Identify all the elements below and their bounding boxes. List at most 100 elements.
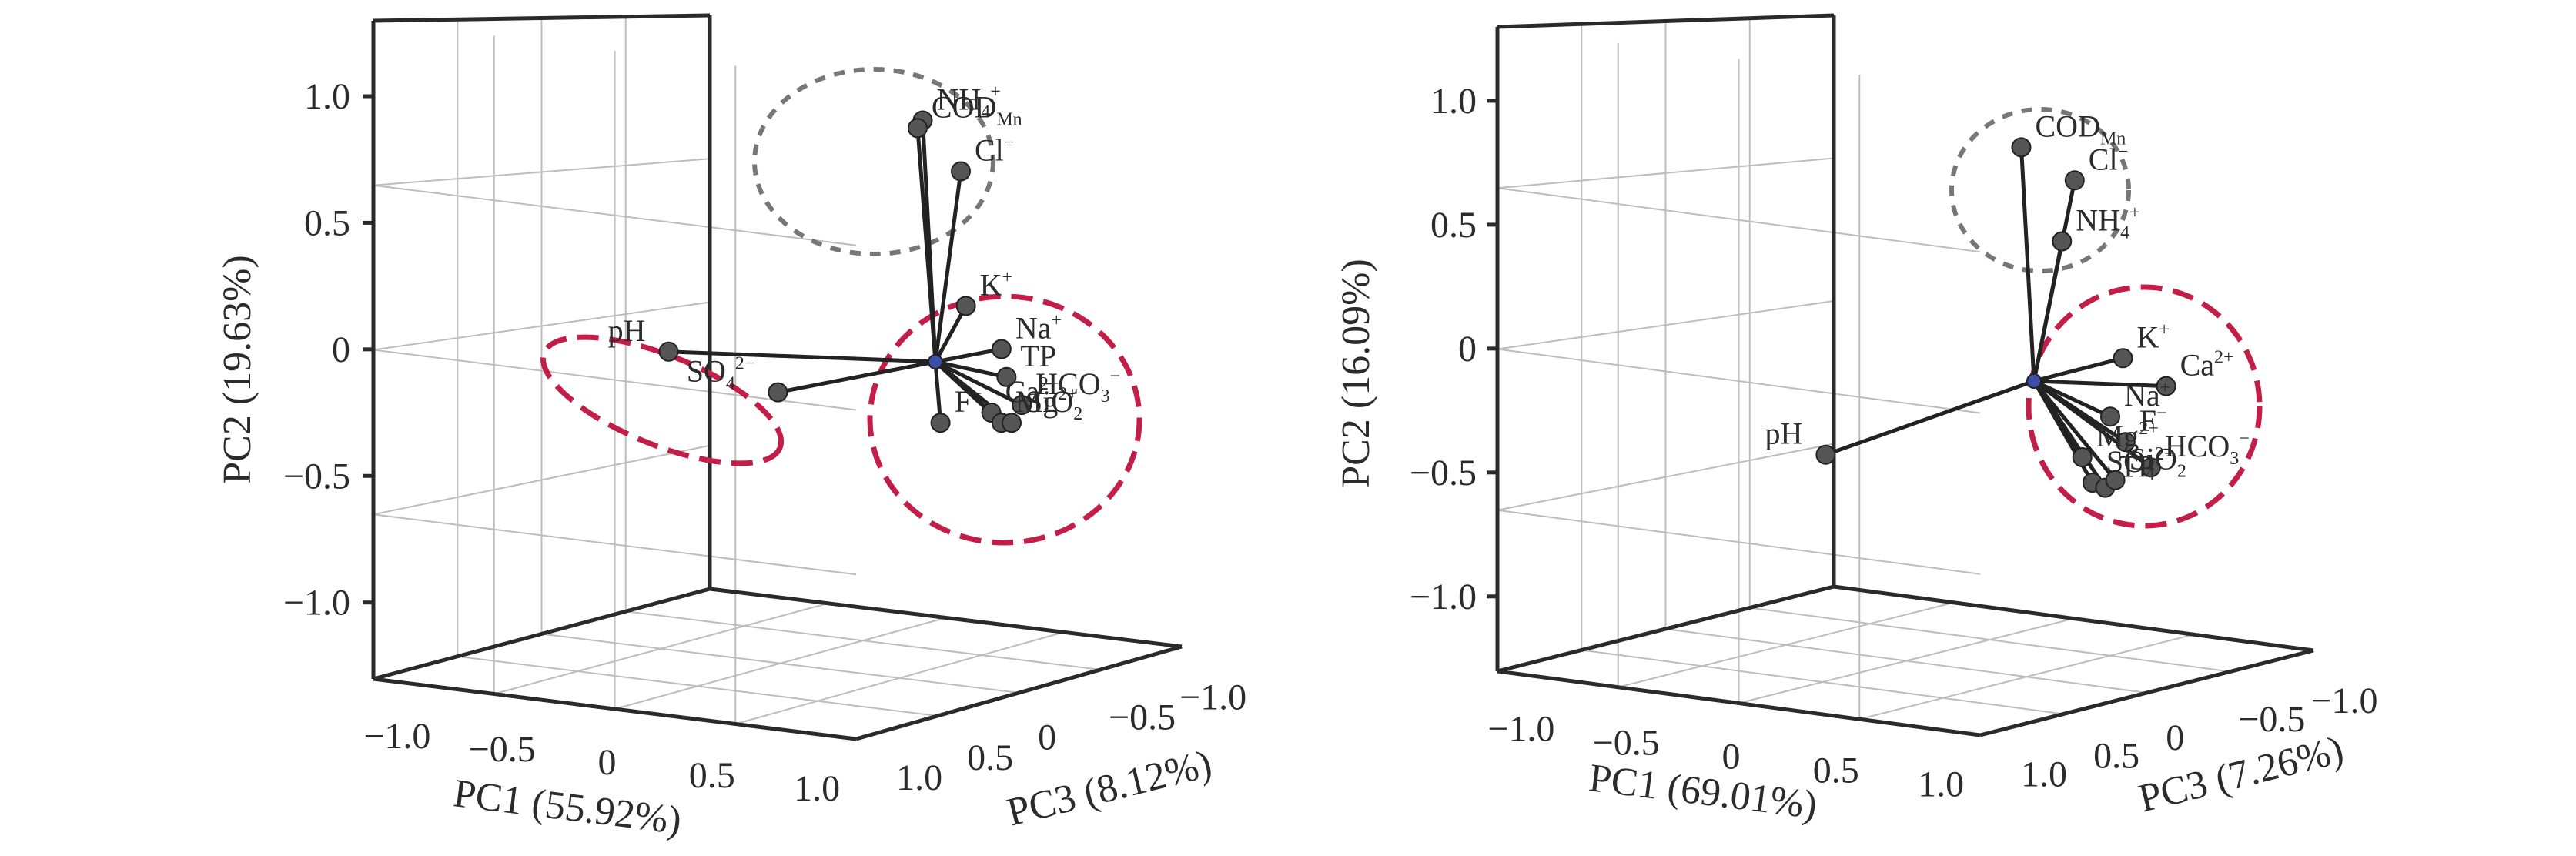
origin-point <box>2026 373 2042 389</box>
loading-point <box>2072 447 2093 467</box>
variable-label: NH4+ <box>937 82 1001 122</box>
loading-point <box>658 341 679 362</box>
variable-label: pH <box>1765 416 1803 451</box>
z-tick-label: 0.5 <box>2093 736 2139 777</box>
variable-label: CODMn <box>932 89 1022 129</box>
variable-label: F− <box>955 384 982 419</box>
axis-box-edge <box>1833 584 2314 653</box>
biplot-panel-left: −1.0−0.500.51.0−1.0 −0.5 0 0.5 1.0 1.0 0.5 0 −0.… <box>216 13 1246 843</box>
x-tick-label: 0 <box>598 742 617 783</box>
axis-box-edge <box>373 677 857 741</box>
loading-point <box>2100 406 2120 427</box>
loading-vector <box>2032 379 2153 470</box>
variable-label: SO42− <box>687 354 755 394</box>
z-axis-label: PC3 (8.12%) <box>1002 741 1216 834</box>
y-axis-label: PC2 (19.63%) <box>216 255 259 484</box>
loading-point <box>2011 137 2032 158</box>
axis-box-edge <box>373 587 711 681</box>
grid-line <box>1665 628 2147 694</box>
z-tick-label: 1.0 <box>2021 754 2067 795</box>
loading-point <box>907 118 928 139</box>
y-tick-label: 0.5 <box>1430 205 1477 246</box>
loading-point <box>2140 457 2161 478</box>
loading-point <box>951 161 971 182</box>
axis-box-edge <box>1497 669 1981 737</box>
loading-vector <box>777 359 936 395</box>
loading-vector <box>934 359 1023 407</box>
loading-vector <box>2032 379 2112 419</box>
loading-vector <box>668 349 936 364</box>
grid-line <box>373 158 711 186</box>
grid-line <box>373 184 857 246</box>
x-tick-label: −1.0 <box>1487 708 1554 749</box>
origin-point <box>928 354 943 369</box>
z-tick-label: 0 <box>1038 717 1056 758</box>
y-tick-label: −1.0 <box>283 583 350 624</box>
z-tick-label: 0.5 <box>967 737 1013 778</box>
loading-point <box>2064 170 2085 191</box>
loading-point <box>996 366 1017 387</box>
y-tick-label: −1.0 <box>1410 577 1477 617</box>
grid-line <box>1859 634 2194 721</box>
y-axis-label: PC2 (16.09%) <box>1334 259 1378 488</box>
loading-vector <box>2033 379 2166 389</box>
axis-box-edge <box>709 587 1183 649</box>
variable-label: Mg2+ <box>1015 384 1078 419</box>
variable-label: Na+ <box>1015 311 1062 346</box>
group-ellipse <box>867 293 1142 546</box>
loading-vector <box>915 128 938 363</box>
loading-point <box>2052 231 2073 252</box>
variable-label: SiO2 <box>1025 384 1082 424</box>
loading-point <box>768 382 788 403</box>
z-tick-label: −0.5 <box>2238 699 2305 740</box>
loading-vector <box>935 359 1007 380</box>
variable-label: K+ <box>2137 319 2170 354</box>
variable-label: CODMn <box>2036 109 2126 149</box>
y-tick-label: 0 <box>1458 329 1477 369</box>
loading-point <box>1002 413 1022 433</box>
y-tick-label: −0.5 <box>1410 453 1477 493</box>
grid-line <box>541 633 1019 694</box>
loading-point <box>955 296 976 316</box>
group-ellipse <box>540 334 785 466</box>
axis-box-edge <box>373 13 711 23</box>
loading-vector <box>2032 241 2064 382</box>
loading-vector <box>2032 380 2107 489</box>
loading-point <box>991 339 1012 359</box>
x-tick-label: 1.0 <box>794 768 840 809</box>
loading-vector <box>935 347 1002 364</box>
loading-point <box>2156 376 2176 396</box>
axis-box-edge <box>1979 648 2314 737</box>
loading-point <box>930 413 951 433</box>
loading-point <box>1815 444 1836 465</box>
y-tick-label: 1.0 <box>1430 81 1477 122</box>
grid-line <box>1497 157 1835 189</box>
y-tick-label: −0.5 <box>283 456 350 497</box>
group-ellipse <box>2026 284 2263 529</box>
loading-vector <box>1825 379 2035 457</box>
x-tick-label: −0.5 <box>469 729 536 770</box>
loading-vector <box>933 305 968 363</box>
variable-label: F− <box>2139 403 2167 438</box>
x-axis-label: PC1 (69.01%) <box>1587 756 1819 828</box>
variable-label: pH <box>608 313 646 348</box>
grid-line <box>1497 187 1981 253</box>
variable-label: Cl− <box>975 133 1014 168</box>
loading-point <box>2115 432 2136 453</box>
grid-line <box>1749 607 2230 673</box>
loading-vector <box>2033 356 2124 383</box>
group-ellipse <box>1949 107 2131 273</box>
biplot-panel-right: −1.0−0.500.51.0−1.0 −0.5 0 0.5 1.0 1.0 0.5 0 −0.… <box>1334 13 2378 828</box>
loading-point <box>1012 395 1032 416</box>
loading-vector <box>933 361 943 423</box>
variable-label: Ca2+ <box>2180 348 2234 383</box>
x-tick-label: −0.5 <box>1593 722 1660 763</box>
loading-vector <box>2032 380 2117 482</box>
y-tick-label: 0.5 <box>304 202 350 243</box>
z-tick-label: −1.0 <box>2310 680 2377 721</box>
z-tick-label: 0 <box>2166 717 2184 758</box>
variable-label: SiO2 <box>2129 442 2186 482</box>
variable-label: HCO3− <box>1035 366 1120 406</box>
axis-box-edge <box>1497 13 1835 29</box>
